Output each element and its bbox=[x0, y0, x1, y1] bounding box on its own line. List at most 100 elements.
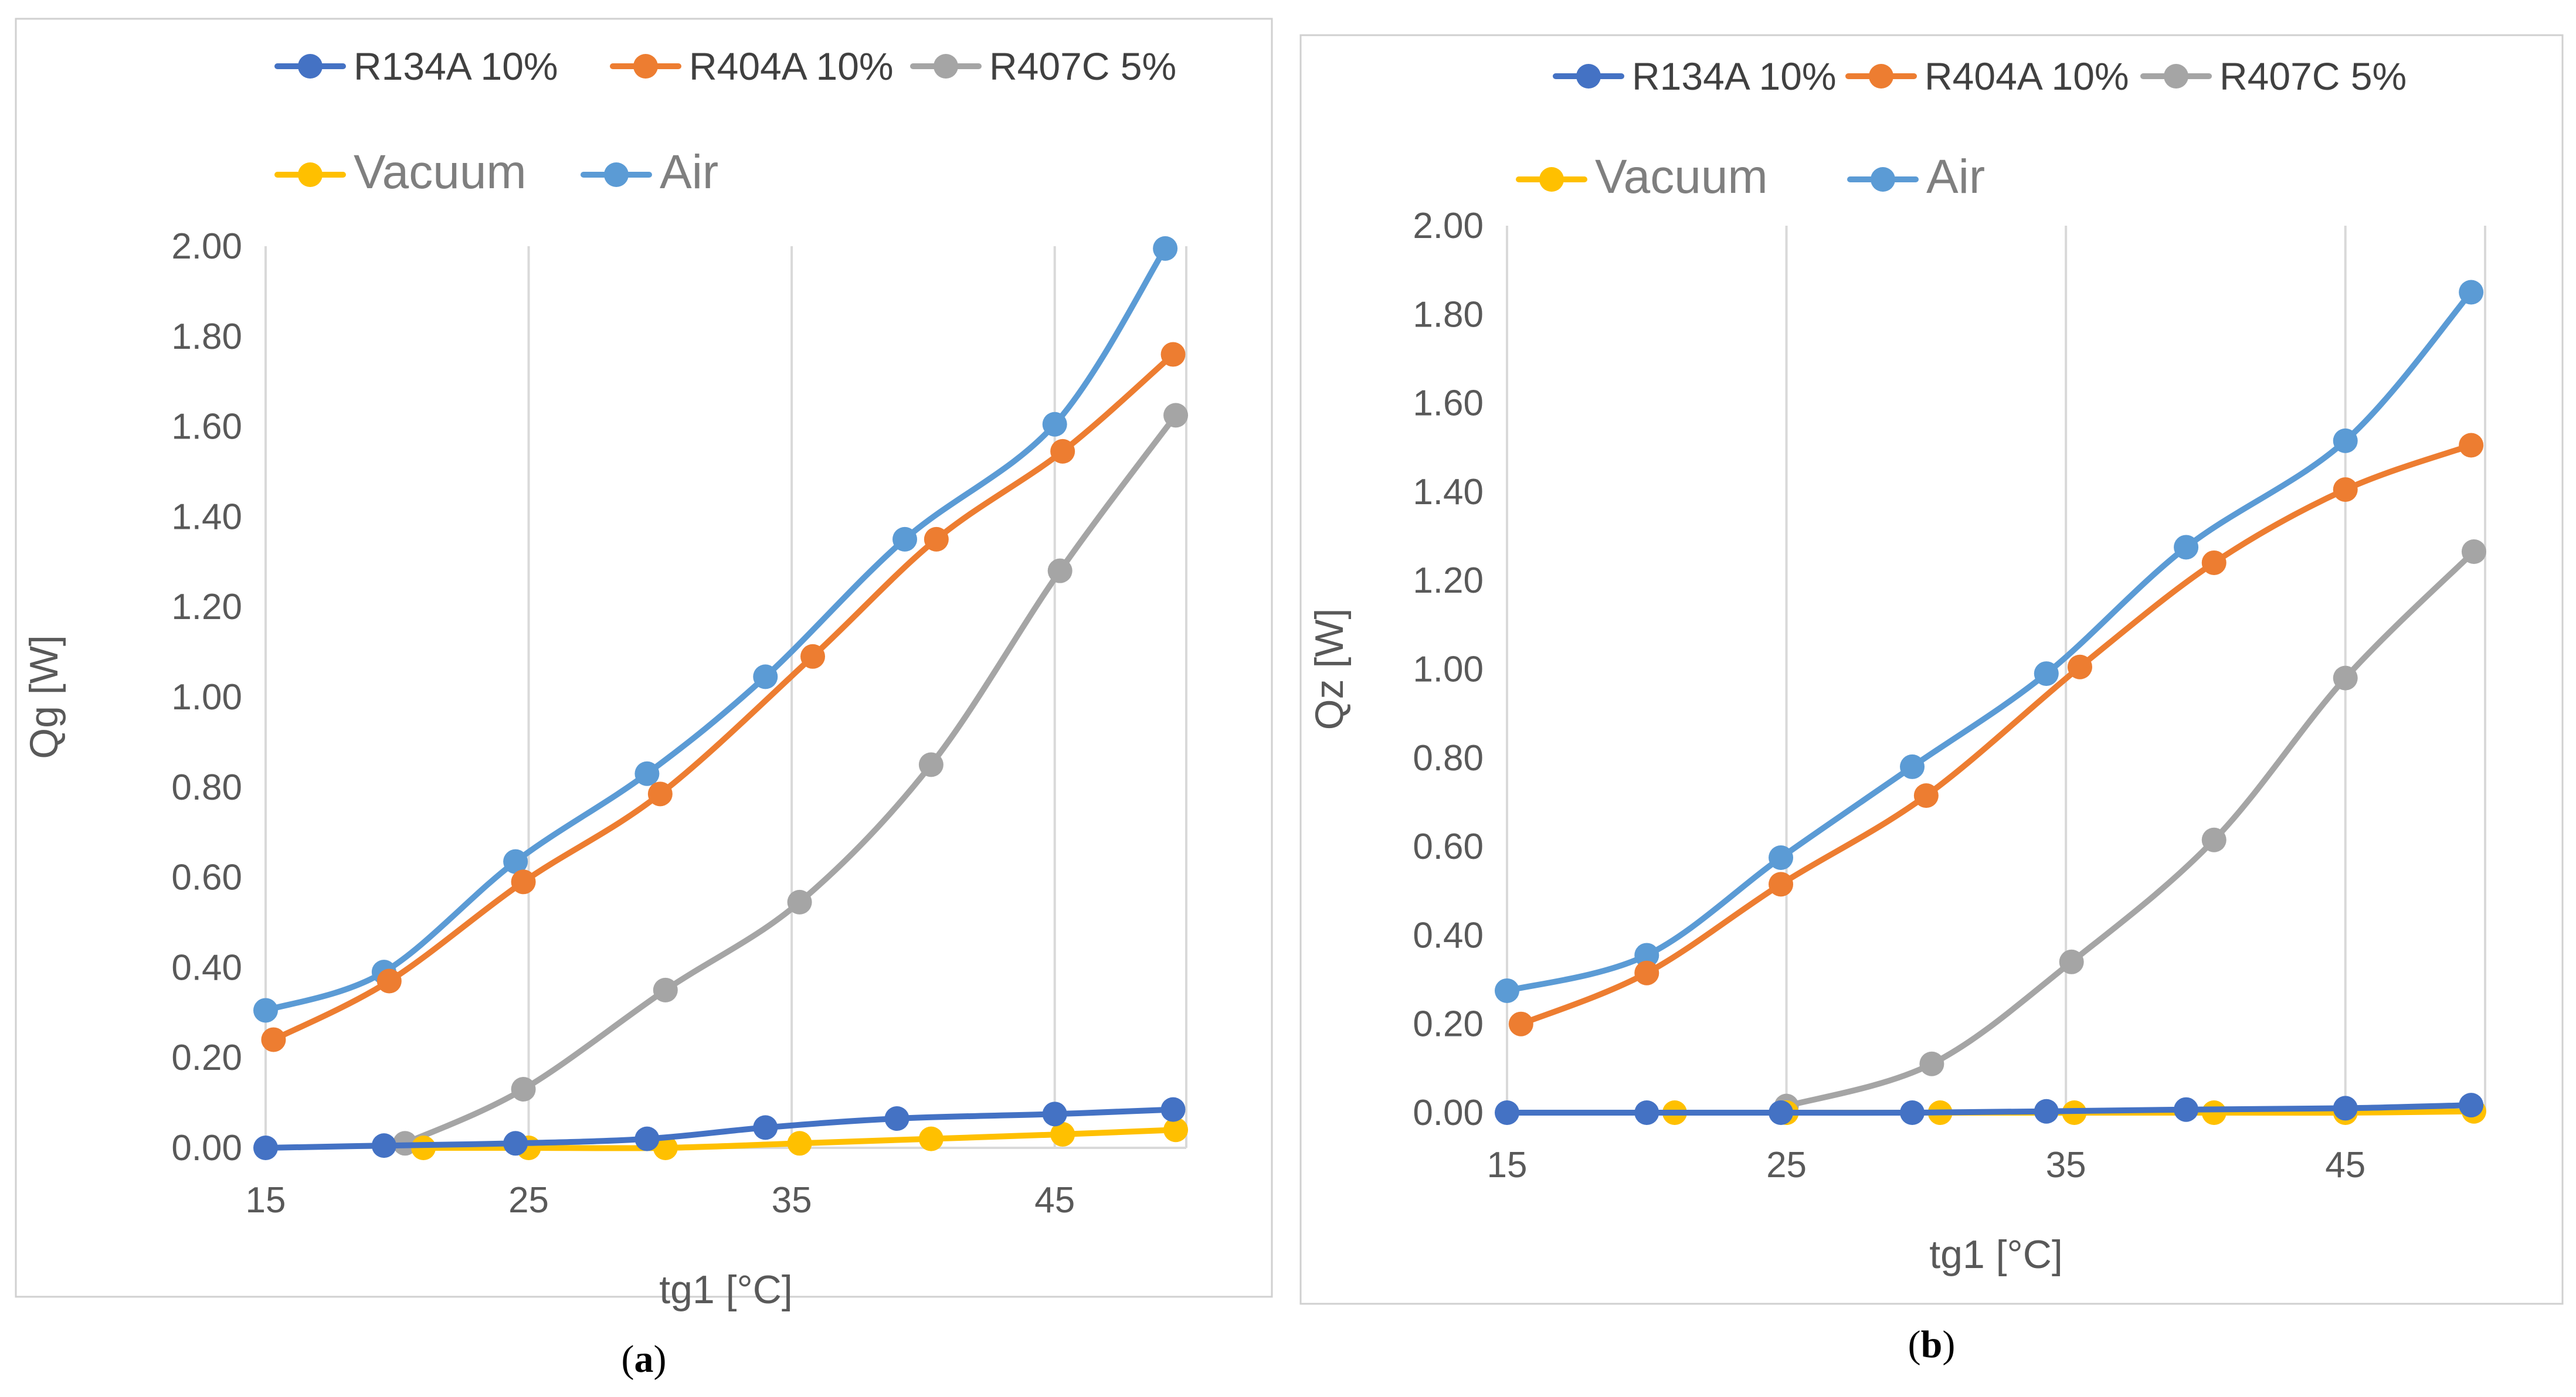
y-tick-label: 0.20 bbox=[171, 1038, 242, 1078]
data-point-r407c-5 bbox=[2333, 665, 2358, 691]
legend-label: Vacuum bbox=[354, 145, 527, 199]
x-tick-label: 35 bbox=[2046, 1145, 2086, 1185]
data-point-r134a-10 bbox=[1900, 1100, 1925, 1125]
data-point-r134a-10 bbox=[634, 1126, 660, 1151]
x-tick-label: 45 bbox=[1034, 1180, 1075, 1221]
data-point-air bbox=[253, 998, 278, 1023]
legend-swatch-marker bbox=[1539, 167, 1564, 192]
y-tick-label: 1.60 bbox=[1413, 383, 1484, 424]
series-line-r134a-10 bbox=[1504, 1102, 2475, 1116]
data-point-r407c-5 bbox=[918, 752, 943, 777]
data-point-air bbox=[1634, 943, 1659, 968]
chart-panel-a: 0.00 0.20 0.40 0.60 0.80 1.00 1.20 1.40 1.60 1.80… bbox=[15, 18, 1273, 1312]
legend-swatch-marker bbox=[1576, 64, 1601, 89]
data-point-vacuum bbox=[1050, 1121, 1075, 1147]
series-line-r134a-10 bbox=[263, 1106, 1176, 1151]
series-r404a-10 bbox=[261, 342, 1186, 1052]
y-tick-label: 1.20 bbox=[171, 587, 242, 627]
y-tick-label: 1.60 bbox=[171, 407, 242, 447]
x-axis-title: tg1 [°C] bbox=[1929, 1232, 2063, 1277]
legend-item-r407c-5: R407C 5% bbox=[2140, 55, 2407, 98]
data-point-r404a-10 bbox=[2067, 654, 2092, 679]
data-point-r134a-10 bbox=[2459, 1093, 2484, 1118]
data-point-r404a-10 bbox=[2333, 477, 2358, 502]
panel-caption: (b) bbox=[1908, 1323, 1956, 1366]
legend-label: Vacuum bbox=[1595, 150, 1768, 203]
legend-item-r134a-10: R134A 10% bbox=[1553, 55, 1837, 98]
chart-border bbox=[15, 18, 1273, 1298]
legend-swatch-marker bbox=[298, 162, 323, 187]
data-point-vacuum bbox=[918, 1126, 943, 1151]
gridlines bbox=[264, 246, 1187, 1148]
data-point-air bbox=[503, 849, 528, 874]
data-point-r134a-10 bbox=[884, 1106, 909, 1131]
data-point-air bbox=[634, 761, 660, 786]
data-point-r407c-5 bbox=[1163, 403, 1189, 428]
data-point-vacuum bbox=[787, 1131, 812, 1156]
data-point-air bbox=[892, 526, 918, 552]
data-point-r404a-10 bbox=[2459, 433, 2484, 458]
y-tick-label: 0.00 bbox=[1413, 1093, 1484, 1133]
legend-label: R407C 5% bbox=[2219, 55, 2407, 98]
x-tick-label: 45 bbox=[2325, 1145, 2365, 1185]
x-tick-label: 25 bbox=[1766, 1145, 1807, 1185]
data-point-r404a-10 bbox=[2201, 550, 2227, 575]
data-point-air bbox=[2333, 428, 2358, 453]
legend-swatch-marker bbox=[1871, 167, 1895, 192]
legend-label: R134A 10% bbox=[1632, 55, 1837, 98]
data-point-r407c-5 bbox=[2461, 539, 2486, 565]
legend-swatch-marker bbox=[934, 54, 958, 79]
y-tick-label: 1.40 bbox=[1413, 472, 1484, 512]
y-tick-label: 0.60 bbox=[1413, 827, 1484, 867]
y-tick-label: 0.40 bbox=[171, 947, 242, 988]
y-tick-label: 1.40 bbox=[171, 497, 242, 537]
legend-item-r134a-10: R134A 10% bbox=[274, 45, 558, 88]
data-point-r134a-10 bbox=[753, 1115, 778, 1140]
y-tick-label: 0.00 bbox=[171, 1128, 242, 1168]
series-r404a-10 bbox=[1508, 433, 2484, 1036]
data-point-r407c-5 bbox=[787, 889, 812, 915]
data-point-air bbox=[2034, 661, 2059, 686]
y-tick-label: 0.60 bbox=[171, 858, 242, 898]
data-point-r134a-10 bbox=[1495, 1100, 1519, 1125]
series-line-r404a-10 bbox=[1518, 442, 2475, 1027]
data-point-r407c-5 bbox=[511, 1077, 536, 1102]
data-point-r134a-10 bbox=[253, 1136, 278, 1160]
data-point-vacuum bbox=[1163, 1117, 1189, 1143]
series-r407c-5 bbox=[392, 403, 1189, 1156]
data-point-r404a-10 bbox=[647, 781, 673, 807]
series-air bbox=[1495, 280, 2484, 1003]
x-tick-label: 15 bbox=[246, 1180, 286, 1221]
data-point-r134a-10 bbox=[1769, 1100, 1794, 1125]
data-point-air bbox=[1153, 236, 1178, 261]
data-point-air bbox=[2174, 535, 2199, 560]
data-point-r404a-10 bbox=[511, 869, 536, 895]
data-point-r404a-10 bbox=[261, 1027, 286, 1052]
y-tick-label: 1.80 bbox=[1413, 294, 1484, 335]
data-point-r407c-5 bbox=[1919, 1051, 1944, 1076]
data-point-r404a-10 bbox=[1634, 960, 1659, 985]
y-tick-label: 0.40 bbox=[1413, 915, 1484, 956]
series-line-r404a-10 bbox=[270, 351, 1176, 1043]
legend-swatch-marker bbox=[2164, 64, 2188, 89]
legend-item-air: Air bbox=[1847, 150, 1985, 203]
y-tick-label: 2.00 bbox=[171, 226, 242, 267]
legend-item-vacuum: Vacuum bbox=[274, 145, 527, 199]
legend: R134A 10% R404A 10% R407C 5% Vacuum Air bbox=[1516, 55, 2407, 203]
y-tick-label: 1.00 bbox=[1413, 650, 1484, 690]
legend-label: R404A 10% bbox=[1925, 55, 2129, 98]
legend-label: Air bbox=[1926, 150, 1985, 203]
data-point-r404a-10 bbox=[1160, 342, 1186, 367]
data-point-air bbox=[1769, 845, 1794, 871]
chart-panel-b: 0.00 0.20 0.40 0.60 0.80 1.00 1.20 1.40 1.60 1.80… bbox=[1299, 34, 2564, 1305]
y-tick-label: 1.20 bbox=[1413, 560, 1484, 601]
data-point-r407c-5 bbox=[2059, 949, 2084, 974]
data-point-r407c-5 bbox=[2201, 827, 2227, 852]
data-point-r134a-10 bbox=[2333, 1096, 2358, 1121]
data-point-r404a-10 bbox=[1769, 872, 1794, 897]
legend-swatch-marker bbox=[298, 54, 323, 79]
series-line-r407c-5 bbox=[1783, 549, 2477, 1109]
data-point-r404a-10 bbox=[1913, 783, 1939, 808]
data-point-r134a-10 bbox=[2034, 1099, 2059, 1124]
